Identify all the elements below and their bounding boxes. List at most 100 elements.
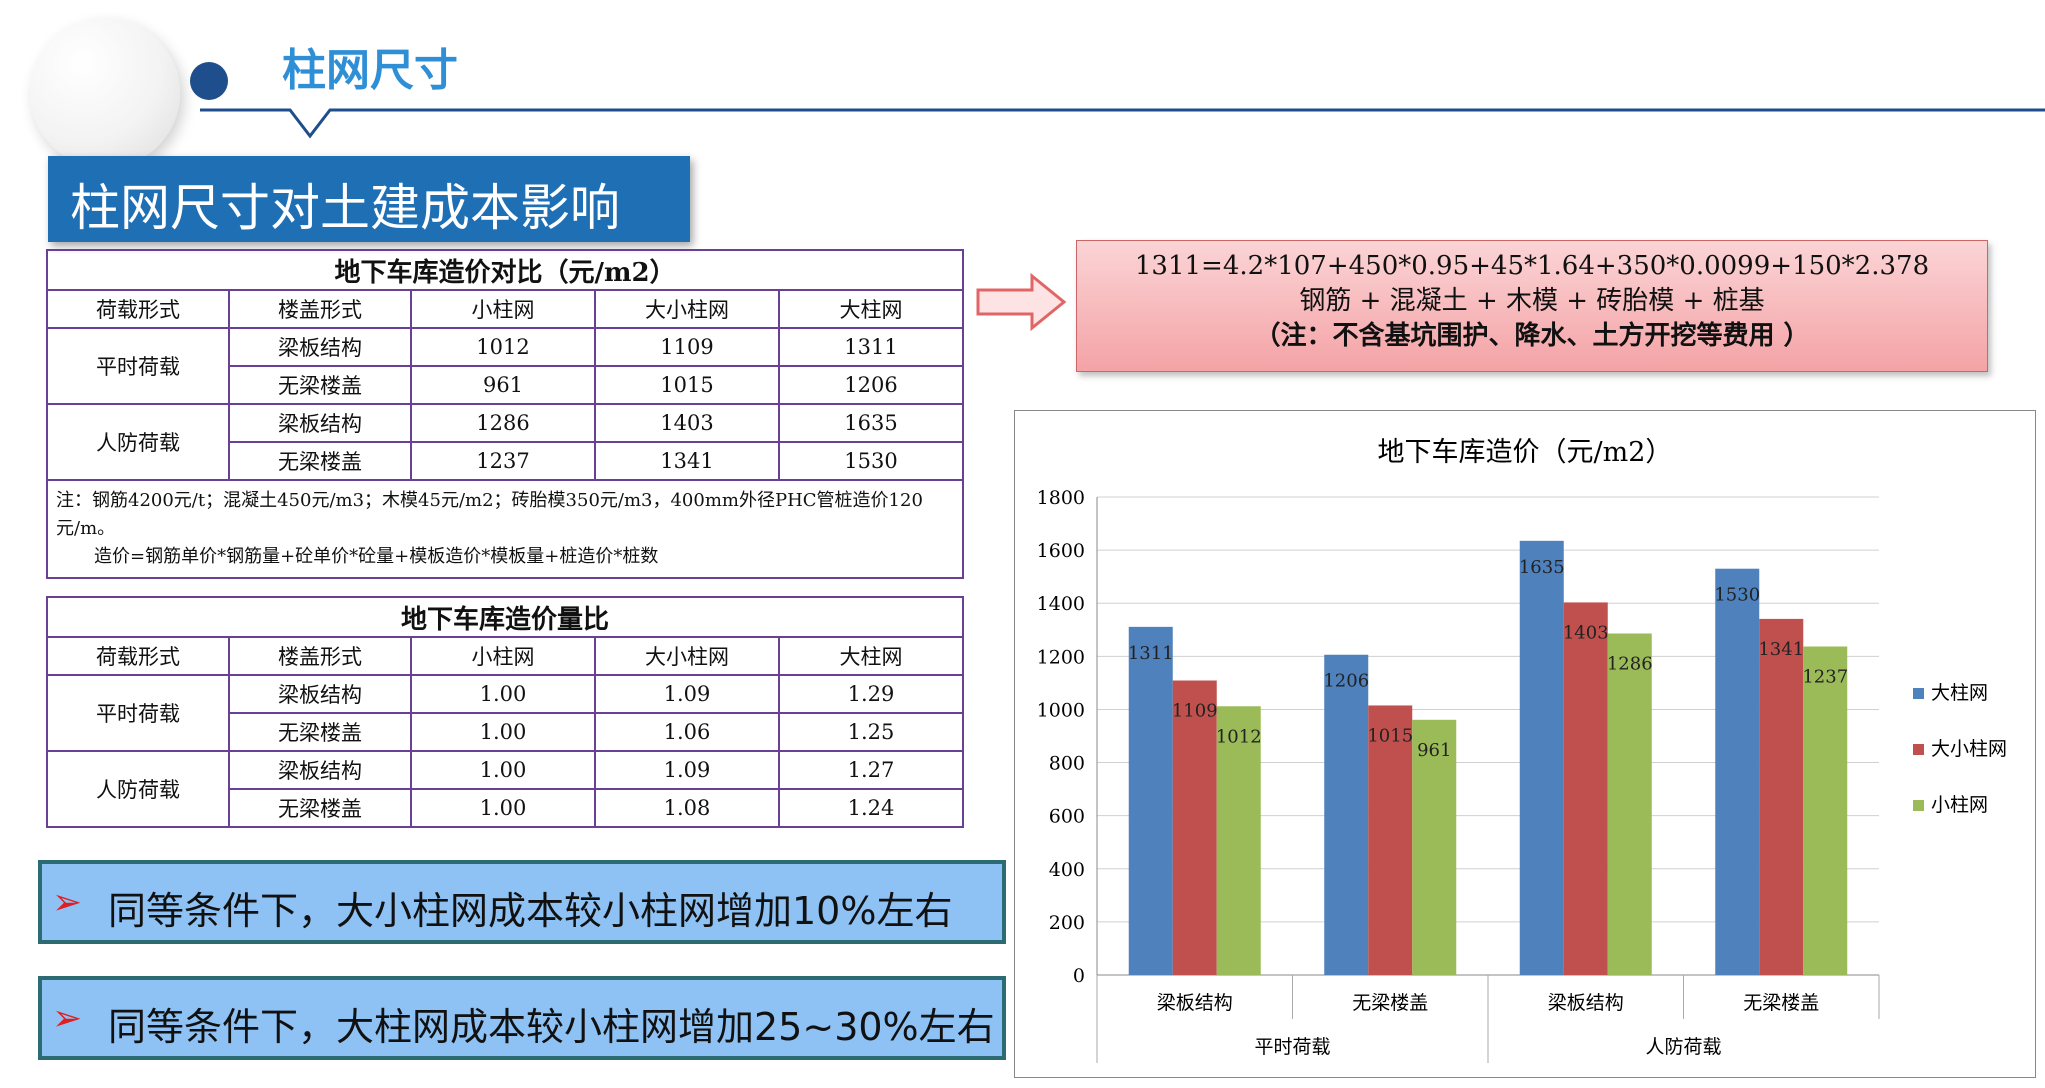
value-cell: 1286 [410, 403, 596, 443]
data-label: 1015 [1367, 725, 1413, 746]
legend-label: 小柱网 [1931, 794, 1988, 816]
x-tick-label: 梁板结构 [1548, 992, 1624, 1014]
cost-ratio-table: 地下车库造价量比 荷载形式 楼盖形式 小柱网 大小柱网 大柱网 平时荷载 梁板结… [45, 596, 965, 828]
value-cell: 1.08 [594, 788, 780, 828]
data-label: 1530 [1714, 585, 1760, 606]
value-cell: 1.00 [410, 712, 596, 752]
column-header: 大小柱网 [594, 636, 780, 676]
bar [1563, 602, 1608, 975]
data-label: 1311 [1128, 643, 1174, 664]
y-tick-label: 1400 [1037, 593, 1085, 615]
bar [1324, 654, 1369, 975]
bar [1715, 568, 1760, 975]
arrow-bullet-icon: ➢ [52, 998, 83, 1039]
bar [1759, 618, 1804, 975]
value-cell: 1403 [594, 403, 780, 443]
table-row: 无梁楼盖 1237 1341 1530 [47, 441, 965, 481]
data-label: 961 [1417, 740, 1451, 761]
x-tick-label: 无梁楼盖 [1743, 992, 1819, 1014]
y-tick-label: 1000 [1037, 699, 1085, 721]
value-cell: 1.24 [777, 788, 965, 828]
value-cell: 1.09 [594, 750, 780, 790]
bar [1368, 705, 1413, 975]
conclusion-text: 同等条件下，大小柱网成本较小柱网增加10%左右 [108, 889, 953, 933]
column-header: 楼盖形式 [228, 636, 412, 676]
column-header: 小柱网 [410, 289, 596, 329]
column-header: 大柱网 [777, 289, 965, 329]
value-cell: 1.25 [777, 712, 965, 752]
conclusion-text: 同等条件下，大柱网成本较小柱网增加25~30%左右 [108, 1005, 995, 1049]
note-line: 注：钢筋4200元/t；混凝土450元/m3；木模45元/m2；砖胎模350元/… [56, 490, 923, 539]
y-tick-label: 1600 [1037, 540, 1085, 562]
group-label: 平时荷载 [1254, 1036, 1330, 1058]
load-type-cell: 平时荷载 [46, 327, 230, 405]
value-cell: 1206 [777, 365, 965, 405]
page-title: 柱网尺寸 [282, 45, 458, 96]
column-header: 小柱网 [410, 636, 596, 676]
bar-chart: 地下车库造价（元/m2） 0 200 400 600 800 1000 1200 1400 16… [1037, 437, 2007, 1063]
y-tick-label: 400 [1049, 859, 1085, 881]
bar [1519, 540, 1564, 975]
data-label: 1237 [1802, 667, 1848, 688]
bar [1803, 646, 1848, 975]
right-arrow-icon [976, 272, 1067, 332]
value-cell: 1.00 [410, 788, 596, 828]
decorative-dot [190, 62, 228, 100]
formula-note: （注：不含基坑围护、降水、土方开挖等费用 ） [1254, 321, 1810, 351]
value-cell: 1530 [777, 441, 965, 481]
section-banner-text: 柱网尺寸对土建成本影响 [70, 179, 620, 237]
bar [1172, 680, 1217, 975]
bar [1128, 626, 1173, 975]
arrow-bullet-icon: ➢ [52, 882, 83, 923]
legend-label: 大柱网 [1931, 682, 1988, 704]
column-header: 荷载形式 [46, 636, 230, 676]
floor-type-cell: 无梁楼盖 [228, 365, 412, 405]
chart-title: 地下车库造价（元/m2） [1378, 437, 1673, 468]
section-banner: 柱网尺寸对土建成本影响 [48, 156, 690, 242]
legend-label: 大小柱网 [1931, 738, 2007, 760]
load-type-cell: 人防荷载 [46, 403, 230, 481]
value-cell: 1237 [410, 441, 596, 481]
value-cell: 1.09 [594, 674, 780, 714]
floor-type-cell: 梁板结构 [228, 327, 412, 367]
value-cell: 1341 [594, 441, 780, 481]
load-type-cell: 人防荷载 [46, 750, 230, 828]
floor-type-cell: 无梁楼盖 [228, 441, 412, 481]
legend-swatch [1913, 688, 1924, 699]
table-row: 无梁楼盖 1.00 1.06 1.25 [47, 712, 965, 752]
table-row: 平时荷载 梁板结构 1.00 1.09 1.29 [46, 674, 965, 752]
value-cell: 1635 [777, 403, 965, 443]
legend-swatch [1913, 800, 1924, 811]
load-type-cell: 平时荷载 [46, 674, 230, 752]
value-cell: 1012 [410, 327, 596, 367]
table-header-row: 荷载形式 楼盖形式 小柱网 大小柱网 大柱网 [46, 289, 965, 329]
data-label: 1403 [1563, 622, 1609, 643]
column-header: 荷载形式 [46, 289, 230, 329]
decorative-circle [30, 18, 180, 168]
title-underline [200, 108, 2045, 139]
table-note: 注：钢筋4200元/t；混凝土450元/m3；木模45元/m2；砖胎模350元/… [45, 479, 965, 579]
bar [1216, 706, 1261, 975]
formula-line: 1311=4.2*107+450*0.95+45*1.64+350*0.0099… [1134, 251, 1930, 281]
x-tick-label: 梁板结构 [1157, 992, 1233, 1014]
value-cell: 1.00 [410, 750, 596, 790]
table-header-row: 荷载形式 楼盖形式 小柱网 大小柱网 大柱网 [46, 636, 965, 676]
value-cell: 1109 [594, 327, 780, 367]
floor-type-cell: 无梁楼盖 [228, 712, 412, 752]
table-row: 无梁楼盖 961 1015 1206 [47, 365, 965, 405]
formula-box: 1311=4.2*107+450*0.95+45*1.64+350*0.0099… [1076, 240, 1988, 372]
floor-type-cell: 梁板结构 [228, 403, 412, 443]
value-cell: 1015 [594, 365, 780, 405]
table-row: 人防荷载 梁板结构 1286 1403 1635 [46, 403, 965, 481]
value-cell: 1.06 [594, 712, 780, 752]
column-header: 大柱网 [777, 636, 965, 676]
conclusion-box: ➢ 同等条件下，大柱网成本较小柱网增加25~30%左右 [38, 976, 1006, 1060]
column-header: 楼盖形式 [228, 289, 412, 329]
data-label: 1206 [1323, 671, 1369, 692]
y-tick-label: 1800 [1037, 487, 1085, 509]
group-label: 人防荷载 [1645, 1036, 1721, 1058]
floor-type-cell: 梁板结构 [228, 750, 412, 790]
data-label: 1635 [1519, 557, 1565, 578]
note-line: 造价=钢筋单价*钢筋量+砼单价*砼量+模板造价*模板量+桩造价*桩数 [94, 546, 659, 567]
legend-swatch [1913, 744, 1924, 755]
